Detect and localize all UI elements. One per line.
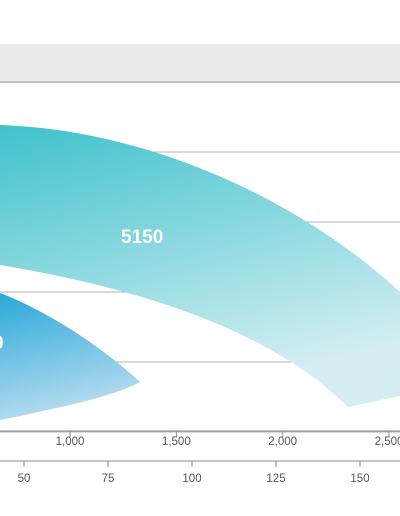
x-axis-primary-tick-label: 1,000	[56, 436, 85, 448]
series-label-small: 0	[0, 333, 4, 354]
x-axis-secondary-tick-label: 100	[182, 473, 201, 485]
series-label-5150: 5150	[121, 227, 163, 248]
x-axis-secondary-tick-label: 150	[350, 473, 369, 485]
x-axis-primary-tick-label: 1,500	[162, 436, 191, 448]
x-axis-primary-ticks: 1,000 1,500 2,000 2,500	[56, 431, 400, 448]
x-axis-secondary-tick-label: 75	[102, 473, 115, 485]
series-band-small	[0, 293, 140, 420]
x-axis-secondary-tick-label: 50	[18, 473, 31, 485]
x-axis-secondary-tick-label: 125	[266, 473, 285, 485]
x-axis-secondary-ticks: 50 75 100 125 150	[18, 461, 370, 485]
x-axis-primary-tick-label: 2,500	[375, 436, 400, 448]
series-band-5150	[0, 125, 400, 407]
x-axis-primary-tick-label: 2,000	[268, 436, 297, 448]
chart-header-band	[0, 44, 400, 82]
